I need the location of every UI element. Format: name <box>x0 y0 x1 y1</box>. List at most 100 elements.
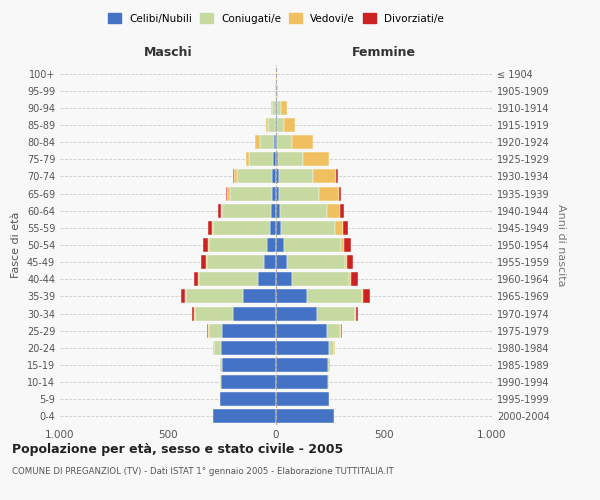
Bar <box>276 84 277 98</box>
Bar <box>327 204 340 218</box>
Bar <box>292 135 313 149</box>
Text: Popolazione per età, sesso e stato civile - 2005: Popolazione per età, sesso e stato civil… <box>12 442 343 456</box>
Bar <box>341 238 344 252</box>
Bar <box>226 186 227 200</box>
Bar <box>356 306 358 320</box>
Bar <box>276 410 334 424</box>
Bar <box>214 341 221 355</box>
Bar <box>274 135 276 149</box>
Bar <box>276 375 328 389</box>
Bar <box>338 186 341 200</box>
Bar <box>192 306 194 320</box>
Bar <box>214 410 276 424</box>
Text: COMUNE DI PREGANZIOL (TV) - Dati ISTAT 1° gennaio 2005 - Elaborazione TUTTITALIA: COMUNE DI PREGANZIOL (TV) - Dati ISTAT 1… <box>12 468 394 476</box>
Bar <box>327 324 340 338</box>
Bar <box>328 358 329 372</box>
Bar <box>249 152 273 166</box>
Bar <box>194 272 198 286</box>
Bar <box>277 84 278 98</box>
Bar <box>260 135 274 149</box>
Bar <box>222 358 276 372</box>
Bar <box>317 306 355 320</box>
Bar <box>281 221 335 235</box>
Bar <box>281 101 287 115</box>
Bar <box>220 358 222 372</box>
Text: Femmine: Femmine <box>352 46 416 59</box>
Bar <box>278 152 303 166</box>
Bar <box>207 324 208 338</box>
Bar <box>329 341 334 355</box>
Bar <box>271 101 272 115</box>
Bar <box>220 375 221 389</box>
Bar <box>276 101 277 115</box>
Bar <box>362 290 364 304</box>
Bar <box>194 306 195 320</box>
Bar <box>268 238 276 252</box>
Bar <box>218 204 221 218</box>
Bar <box>276 204 280 218</box>
Bar <box>279 170 313 183</box>
Bar <box>276 186 279 200</box>
Bar <box>220 392 276 406</box>
Bar <box>340 204 344 218</box>
Bar <box>256 135 260 149</box>
Bar <box>279 186 319 200</box>
Bar <box>272 101 275 115</box>
Bar <box>242 290 276 304</box>
Bar <box>230 186 272 200</box>
Bar <box>221 204 222 218</box>
Bar <box>276 290 307 304</box>
Bar <box>351 272 358 286</box>
Bar <box>276 238 284 252</box>
Bar <box>276 221 281 235</box>
Bar <box>273 152 276 166</box>
Bar <box>198 272 199 286</box>
Bar <box>208 221 212 235</box>
Bar <box>206 255 207 269</box>
Bar <box>268 118 275 132</box>
Bar <box>280 204 327 218</box>
Bar <box>246 152 249 166</box>
Bar <box>277 101 281 115</box>
Bar <box>287 255 345 269</box>
Bar <box>344 238 350 252</box>
Bar <box>307 290 362 304</box>
Bar <box>276 135 277 149</box>
Y-axis label: Fasce di età: Fasce di età <box>11 212 21 278</box>
Bar <box>276 306 317 320</box>
Bar <box>199 272 257 286</box>
Bar <box>227 186 230 200</box>
Bar <box>212 221 214 235</box>
Bar <box>271 204 276 218</box>
Bar <box>292 272 349 286</box>
Bar <box>276 341 329 355</box>
Bar <box>355 306 356 320</box>
Bar <box>233 170 234 183</box>
Bar <box>202 255 206 269</box>
Bar <box>277 135 292 149</box>
Bar <box>275 84 276 98</box>
Bar <box>343 221 349 235</box>
Bar <box>303 152 329 166</box>
Bar <box>272 170 276 183</box>
Bar <box>187 290 242 304</box>
Bar <box>276 358 328 372</box>
Bar <box>185 290 187 304</box>
Bar <box>276 392 329 406</box>
Bar <box>208 238 209 252</box>
Bar <box>277 118 284 132</box>
Bar <box>214 221 269 235</box>
Bar <box>266 118 268 132</box>
Bar <box>234 170 237 183</box>
Bar <box>209 324 222 338</box>
Bar <box>284 238 341 252</box>
Bar <box>345 255 347 269</box>
Y-axis label: Anni di nascita: Anni di nascita <box>556 204 566 286</box>
Bar <box>233 306 276 320</box>
Bar <box>222 324 276 338</box>
Bar <box>275 118 276 132</box>
Bar <box>328 375 329 389</box>
Bar <box>269 221 276 235</box>
Bar <box>222 204 271 218</box>
Bar <box>319 186 338 200</box>
